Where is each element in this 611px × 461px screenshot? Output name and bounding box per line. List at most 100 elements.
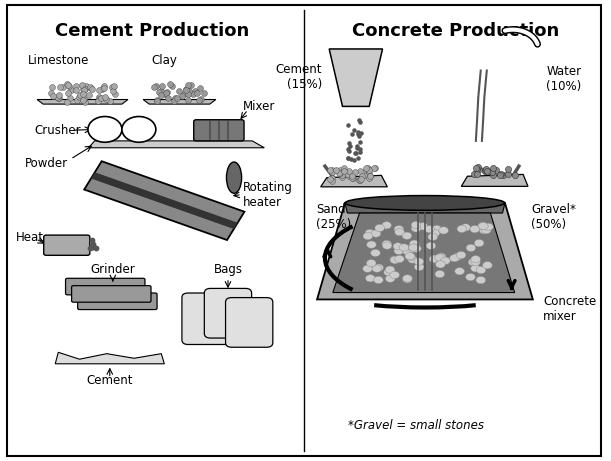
Circle shape	[404, 245, 413, 253]
Circle shape	[414, 258, 423, 265]
Point	[66, 86, 76, 94]
Text: Powder: Powder	[25, 157, 68, 171]
Point	[346, 155, 356, 163]
Point	[351, 149, 361, 157]
Circle shape	[408, 245, 418, 253]
Point	[354, 132, 364, 140]
Circle shape	[466, 244, 476, 252]
Point	[345, 172, 354, 180]
Polygon shape	[317, 203, 533, 300]
Point	[155, 89, 164, 96]
Point	[356, 129, 365, 136]
Circle shape	[470, 225, 480, 233]
Circle shape	[374, 264, 384, 272]
Point	[151, 82, 161, 89]
Point	[85, 244, 95, 252]
Point	[58, 83, 68, 91]
Point	[63, 89, 73, 97]
Point	[327, 168, 337, 176]
Point	[348, 131, 357, 138]
Circle shape	[432, 225, 442, 233]
Circle shape	[375, 224, 384, 231]
Point	[54, 95, 64, 102]
Circle shape	[435, 271, 445, 278]
Point	[163, 89, 172, 96]
Circle shape	[384, 269, 393, 276]
Circle shape	[386, 275, 395, 282]
Point	[174, 87, 184, 95]
Point	[472, 170, 481, 177]
Point	[354, 128, 364, 136]
Point	[365, 175, 375, 182]
Point	[93, 98, 103, 105]
Point	[183, 82, 193, 89]
Point	[342, 171, 352, 178]
Circle shape	[457, 225, 467, 233]
Point	[87, 243, 97, 250]
Point	[108, 83, 117, 91]
Point	[354, 130, 364, 138]
Point	[85, 83, 95, 90]
Circle shape	[382, 240, 392, 248]
Point	[84, 91, 93, 98]
Point	[195, 84, 205, 91]
Circle shape	[365, 275, 375, 282]
Point	[469, 170, 478, 177]
Point	[99, 85, 109, 92]
Point	[356, 167, 365, 175]
Point	[354, 154, 364, 162]
FancyBboxPatch shape	[65, 278, 145, 295]
Point	[364, 168, 374, 176]
Circle shape	[122, 117, 156, 142]
FancyBboxPatch shape	[7, 5, 601, 456]
Text: Concrete Production: Concrete Production	[351, 22, 559, 40]
Text: Water
(10%): Water (10%)	[546, 65, 582, 93]
Point	[78, 96, 88, 104]
Text: Concrete
mixer: Concrete mixer	[543, 295, 596, 323]
Circle shape	[450, 254, 459, 262]
Point	[496, 170, 505, 177]
Point	[108, 87, 118, 95]
Point	[483, 167, 492, 175]
Point	[62, 80, 71, 88]
FancyBboxPatch shape	[204, 289, 252, 338]
Ellipse shape	[345, 195, 505, 210]
Circle shape	[439, 227, 448, 234]
Point	[160, 91, 170, 98]
Point	[62, 98, 71, 106]
Text: Heat: Heat	[16, 231, 44, 244]
FancyBboxPatch shape	[78, 293, 157, 309]
Point	[81, 86, 90, 93]
Point	[346, 143, 356, 150]
Polygon shape	[143, 100, 216, 104]
Circle shape	[411, 221, 421, 229]
Circle shape	[435, 254, 444, 261]
Circle shape	[436, 253, 446, 260]
Circle shape	[411, 245, 421, 252]
Point	[472, 171, 482, 178]
Point	[184, 87, 194, 95]
Text: Cement: Cement	[87, 374, 133, 387]
Circle shape	[403, 276, 412, 283]
Point	[86, 84, 96, 91]
Point	[353, 142, 362, 150]
Point	[354, 177, 364, 184]
Point	[95, 93, 104, 100]
Point	[177, 92, 186, 99]
Point	[110, 90, 120, 98]
Point	[54, 91, 64, 99]
Point	[364, 166, 374, 174]
Point	[327, 174, 337, 182]
Point	[152, 98, 161, 105]
Circle shape	[403, 248, 412, 255]
Point	[161, 89, 171, 96]
Polygon shape	[89, 141, 265, 148]
Circle shape	[425, 225, 434, 233]
Point	[343, 145, 353, 152]
Point	[78, 90, 88, 98]
Circle shape	[403, 275, 412, 282]
Point	[186, 82, 196, 89]
Circle shape	[483, 261, 492, 269]
Text: Cement
(15%): Cement (15%)	[276, 63, 322, 90]
Point	[355, 138, 365, 146]
